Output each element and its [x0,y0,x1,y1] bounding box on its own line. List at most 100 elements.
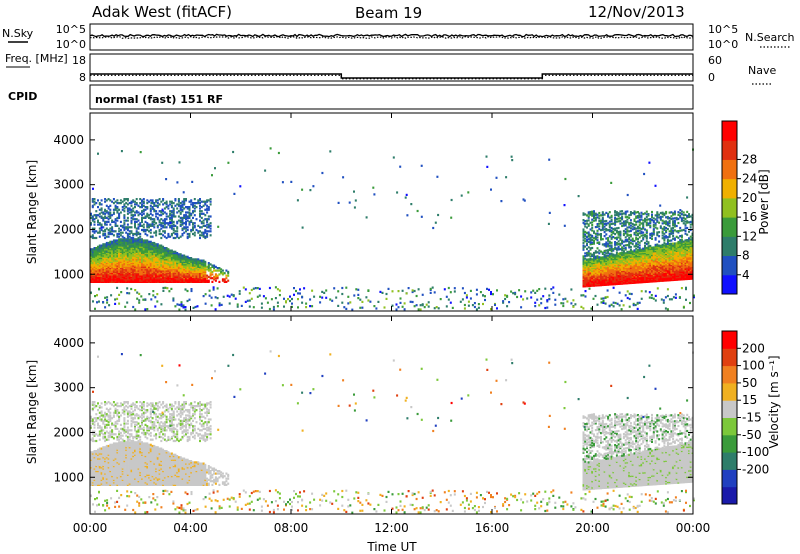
power-cell [93,265,96,268]
power-cell [209,224,212,227]
power-cell [629,211,632,214]
power-cell [137,248,140,251]
power-cell [102,211,105,214]
power-cell [177,203,180,206]
power-cell [186,219,189,222]
power-cell [109,255,112,258]
power-cell [617,217,620,220]
power-cell [584,255,587,258]
power-cell [148,257,150,260]
power-cell [112,208,115,211]
power-cell [144,270,147,273]
power-cell [123,239,126,242]
power-cell [155,230,158,233]
power-cell [105,265,108,268]
power-cell [153,268,156,271]
power-cell [134,220,136,223]
power-cell [119,275,122,278]
power-cell [109,272,112,275]
power-cell [601,211,604,214]
power-cell [107,231,110,234]
power-cell [98,208,101,211]
sky-noise-tick-top: 10^5 [56,23,86,36]
power-cell [114,258,117,261]
power-cell [151,224,154,227]
power-cell [139,239,142,242]
power-cell [682,228,685,232]
power-cell [160,214,163,217]
power-cell [116,269,119,272]
power-cell [118,232,121,236]
power-cell [93,264,96,267]
power-cell [192,232,194,236]
power-cell [135,239,138,242]
power-cell [98,278,101,281]
power-cell [118,257,121,260]
power-cell [148,279,150,282]
power-cell [125,245,128,248]
power-cell [162,278,165,281]
power-cell [142,277,145,280]
power-cell [160,232,163,236]
power-cell [142,243,145,246]
power-cell [95,272,98,275]
power-cell [126,244,129,247]
power-cell [148,260,150,263]
power-cell [149,269,152,272]
power-cell [128,241,131,245]
power-cell [130,238,133,241]
power-cell [104,215,107,218]
power-cell [146,234,149,237]
power-cell [629,227,632,230]
power-cell [119,267,122,270]
power-cell [98,270,101,273]
power-cell [142,264,145,267]
power-cell [665,227,668,230]
power-cell [142,269,145,272]
power-cell [132,257,135,260]
power-cell [90,252,92,255]
power-cell [128,270,131,273]
power-cell [146,264,149,267]
power-cell [135,260,138,263]
power-cell [104,277,107,280]
power-cell [134,203,136,206]
power-cell [149,275,152,278]
power-cell [626,250,629,253]
power-cell [158,267,161,270]
power-cell [91,235,94,238]
power-cell [672,242,675,245]
power-cell [109,265,112,268]
power-cell [165,252,168,255]
power-cell [100,273,103,276]
power-cell [97,247,99,250]
power-cell [605,237,608,240]
search-noise-tick-bottom: 10^0 [708,38,738,51]
power-cell [137,272,140,275]
power-cell [105,241,108,245]
power-cell [591,234,594,237]
power-cell [137,219,140,222]
power-cell [666,228,669,231]
power-cell [626,233,629,236]
power-cell [118,273,121,276]
power-cell [617,220,620,223]
power-cell [659,211,662,215]
power-cell [139,241,142,245]
power-cell [125,278,128,281]
power-cell [626,244,629,247]
power-cell [109,211,112,214]
power-cell [118,252,121,255]
power-cell [177,236,180,240]
power-cell [119,255,122,258]
power-cell [102,245,105,248]
power-cell [112,275,115,278]
power-cell [156,218,159,221]
power-cell [105,274,108,277]
power-cell [119,245,122,248]
power-cell [148,255,150,258]
power-cell [104,245,107,248]
power-cell [151,250,154,253]
